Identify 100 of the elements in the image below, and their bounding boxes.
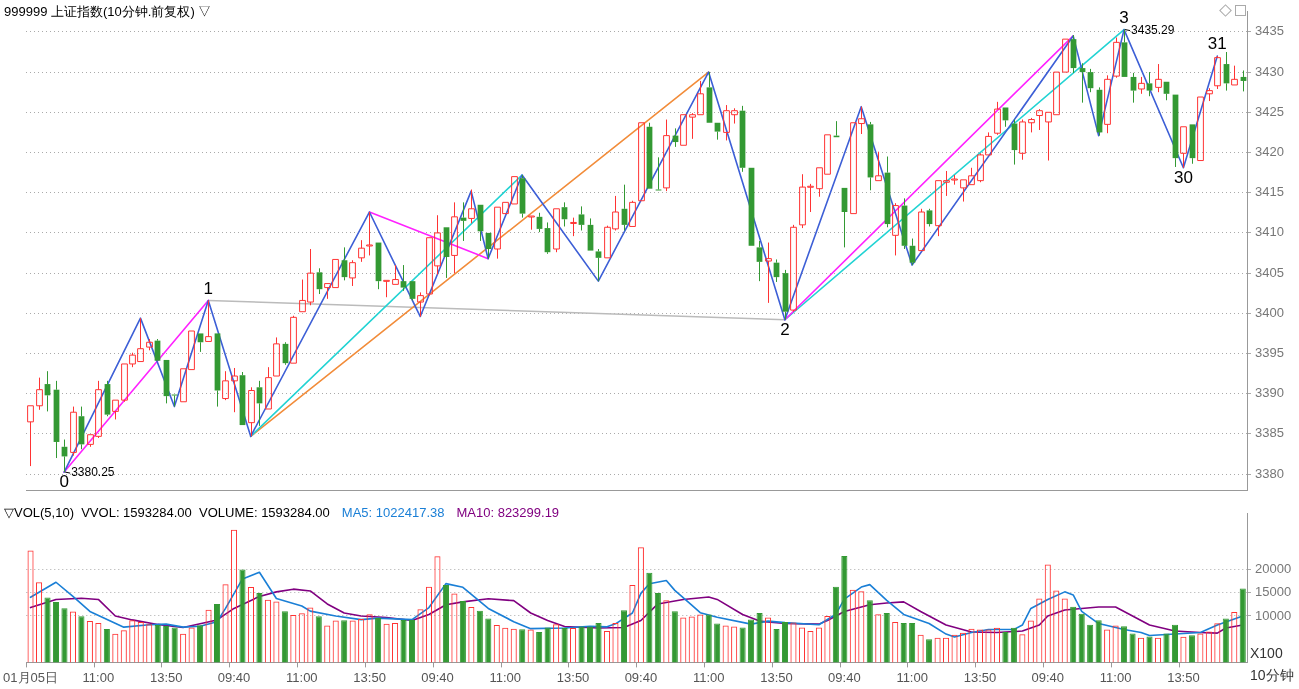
bar	[1095, 620, 1102, 663]
bar	[78, 616, 85, 663]
y-tick-label: 3390	[1255, 385, 1284, 401]
x-tick-label: 13:50	[353, 669, 386, 685]
bar	[408, 619, 416, 663]
candlestick	[875, 151, 882, 182]
candlestick	[1206, 87, 1213, 102]
annotation: 2	[780, 319, 790, 339]
chart-title: ▽VOL(5,10) VVOL: 1593284.00 VOLUME: 1593284.00	[4, 505, 330, 520]
bar	[586, 626, 594, 663]
bar	[163, 625, 170, 663]
x-tick-label: 09:40	[828, 669, 861, 685]
bar	[739, 627, 746, 663]
candlestick	[595, 248, 602, 282]
x-tick-label: 11:00	[692, 669, 725, 685]
annotation: 0	[59, 472, 69, 492]
candlestick	[265, 366, 272, 410]
candlestick	[400, 264, 407, 292]
x-tick-label: 11:00	[82, 669, 115, 685]
bar	[1146, 636, 1153, 663]
candlestick	[392, 264, 399, 285]
candlestick	[1231, 65, 1238, 86]
candlestick	[511, 176, 518, 205]
bar	[1163, 633, 1170, 663]
bar	[44, 597, 51, 663]
candlestick	[349, 259, 356, 287]
candlestick	[1138, 76, 1145, 95]
data-label: 3380.25	[71, 465, 115, 480]
bar	[909, 622, 916, 663]
bar	[578, 626, 585, 663]
y-tick-label: 3410	[1255, 224, 1284, 240]
x-tick-label: 11:00	[1099, 669, 1132, 685]
candlestick	[248, 386, 255, 437]
candlestick	[680, 114, 687, 146]
text: 10分钟	[1250, 667, 1294, 685]
candlestick	[892, 202, 899, 256]
candlestick	[1180, 126, 1187, 169]
bar	[646, 572, 653, 663]
candlestick	[756, 240, 763, 282]
bar	[476, 610, 483, 663]
bar	[1239, 588, 1246, 663]
candlestick	[638, 122, 645, 202]
bar	[926, 639, 933, 663]
chart-title: 999999 上证指数(10分钟.前复权) ▽	[4, 4, 212, 19]
candlestick	[1155, 63, 1162, 93]
bar	[781, 622, 789, 663]
x-tick-label: 09:40	[1031, 669, 1065, 685]
y-tick-label: 3415	[1255, 184, 1284, 200]
bar	[544, 627, 551, 663]
candlestick	[366, 211, 373, 256]
text: X100	[1250, 645, 1283, 661]
candlestick	[36, 377, 43, 411]
y-tick-label: 3380	[1255, 465, 1284, 481]
bar	[1002, 631, 1009, 663]
bar	[256, 593, 263, 663]
bar	[61, 608, 68, 663]
bar	[620, 610, 627, 663]
y-tick-label: 10000	[1255, 607, 1292, 623]
candlestick	[1146, 71, 1153, 97]
x-tick-label: 13:50	[760, 669, 793, 685]
candlestick	[1062, 38, 1069, 73]
x-tick-label: 11:00	[896, 669, 928, 685]
bar	[841, 556, 848, 663]
y-tick-label: 3385	[1255, 425, 1284, 441]
bar	[171, 627, 178, 663]
annotation: 30	[1173, 167, 1193, 187]
x-tick-label: 09:40	[421, 669, 454, 685]
text: MA10: 823299.19	[456, 505, 560, 520]
x-tick-label: 09:40	[217, 669, 251, 685]
candlestick	[1036, 108, 1043, 131]
bar	[213, 603, 221, 663]
annotation: 3	[1119, 7, 1129, 27]
annotation: 1	[203, 278, 214, 298]
y-tick-label: 3395	[1255, 345, 1284, 361]
candlestick	[417, 291, 424, 318]
bar	[1087, 624, 1094, 663]
bar	[103, 628, 110, 663]
data-label: 3435.29	[1131, 22, 1175, 37]
y-tick-label: 3405	[1255, 264, 1284, 280]
bar	[239, 569, 246, 663]
x-tick-label: 13:50	[1167, 669, 1200, 685]
candlestick	[383, 279, 390, 298]
bar	[705, 614, 712, 663]
x-tick-label: 01月05日	[3, 669, 59, 685]
text: MA5: 1022417.38	[341, 505, 445, 520]
x-tick-label: 11:00	[286, 669, 318, 685]
y-tick-label: 3400	[1255, 304, 1284, 320]
candlestick	[578, 205, 585, 231]
candlestick	[1197, 96, 1204, 162]
candlestick	[273, 336, 280, 377]
y-tick-label: 20000	[1255, 561, 1292, 577]
bar	[561, 628, 568, 663]
bar	[1078, 613, 1085, 663]
candlestick	[231, 367, 238, 413]
candlestick	[1028, 117, 1035, 133]
annotation: 31	[1207, 34, 1227, 54]
candlestick	[358, 239, 365, 263]
candlestick	[468, 188, 475, 224]
bar	[485, 618, 492, 663]
x-tick-label: 11:00	[489, 669, 522, 685]
